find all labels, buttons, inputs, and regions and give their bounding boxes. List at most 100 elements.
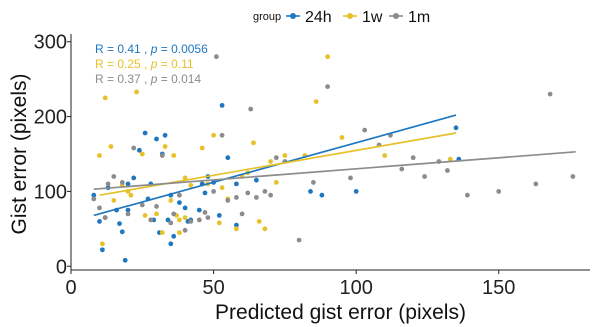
legend-key-dot: [290, 13, 296, 19]
correlation-label: R = 0.25 , p = 0.11: [95, 57, 194, 71]
data-point: [262, 189, 268, 194]
plot-area: [91, 54, 576, 263]
data-point: [399, 166, 405, 172]
data-point: [97, 153, 102, 158]
data-point: [382, 153, 388, 158]
data-point: [325, 84, 330, 89]
data-point: [225, 155, 231, 161]
axes: 0 50 100 150 0 100 200 300: [34, 32, 590, 299]
data-point: [177, 192, 182, 198]
data-point: [410, 155, 416, 161]
x-tick-label: 0: [65, 277, 76, 299]
data-point: [214, 54, 219, 60]
data-point: [188, 219, 194, 224]
trend-line: [93, 150, 576, 191]
legend-label: 1m: [408, 9, 430, 26]
data-point: [453, 125, 459, 131]
data-point: [162, 132, 168, 138]
data-point: [234, 181, 239, 187]
data-point: [216, 220, 222, 226]
data-point: [134, 89, 140, 95]
legend: group 24h 1w 1m: [253, 9, 430, 26]
data-point: [117, 221, 122, 227]
legend-key-dot: [393, 13, 399, 19]
data-point: [131, 145, 137, 151]
data-point: [171, 153, 177, 158]
data-point: [131, 175, 137, 181]
data-point: [533, 181, 539, 187]
data-point: [102, 215, 108, 221]
data-point: [348, 175, 353, 181]
data-point: [234, 195, 239, 200]
data-point: [202, 210, 208, 215]
data-point: [182, 215, 188, 221]
y-tick-label: 0: [56, 256, 67, 278]
data-point: [125, 181, 131, 187]
data-point: [100, 241, 105, 247]
data-point: [254, 195, 259, 200]
data-point: [225, 198, 231, 203]
data-point: [308, 189, 313, 194]
data-point: [282, 153, 288, 158]
data-point: [91, 196, 97, 202]
x-axis-title: Predicted gist error (pixels): [215, 301, 466, 324]
x-tick-label: 150: [482, 277, 515, 299]
data-point: [245, 190, 251, 196]
data-point: [422, 174, 427, 179]
trend-line: [99, 132, 457, 197]
data-point: [142, 130, 148, 136]
data-point: [311, 180, 316, 185]
data-point: [177, 217, 182, 223]
data-point: [182, 205, 188, 211]
data-point: [219, 103, 225, 108]
data-point: [273, 155, 279, 161]
legend-label: 1w: [362, 9, 383, 26]
data-point: [154, 204, 159, 209]
data-point: [139, 202, 145, 208]
data-point: [137, 147, 142, 153]
data-point: [268, 192, 273, 198]
data-point: [111, 198, 117, 203]
data-point: [496, 189, 502, 194]
data-point: [182, 175, 188, 181]
data-point: [171, 211, 177, 217]
data-point: [262, 226, 268, 232]
data-point: [171, 233, 177, 239]
data-point: [353, 189, 359, 194]
data-point: [100, 247, 105, 253]
data-point: [362, 127, 368, 133]
data-point: [313, 99, 319, 104]
legend-key-dot: [347, 13, 353, 19]
data-point: [239, 211, 245, 217]
data-point: [319, 192, 325, 198]
data-point: [125, 211, 131, 217]
x-tick-label: 100: [339, 277, 372, 299]
series-24h: [91, 103, 462, 263]
data-point: [119, 180, 125, 185]
data-point: [125, 207, 131, 213]
data-point: [273, 180, 279, 185]
data-point: [105, 181, 111, 187]
data-point: [445, 168, 450, 173]
data-point: [570, 174, 576, 179]
data-point: [97, 219, 102, 224]
data-point: [251, 140, 256, 146]
data-point: [97, 205, 102, 211]
data-point: [211, 132, 217, 138]
data-point: [139, 151, 145, 157]
x-tick-label: 50: [202, 277, 224, 299]
data-point: [182, 227, 188, 233]
data-point: [547, 91, 553, 97]
data-point: [165, 217, 171, 223]
data-point: [254, 177, 259, 183]
data-point: [234, 222, 239, 228]
data-point: [154, 211, 159, 217]
data-point: [199, 145, 205, 151]
data-point: [91, 192, 97, 198]
series-1m: [91, 54, 576, 243]
data-point: [219, 185, 225, 191]
data-point: [162, 144, 168, 149]
y-tick-label: 100: [34, 181, 67, 203]
series-1w: [97, 54, 453, 247]
